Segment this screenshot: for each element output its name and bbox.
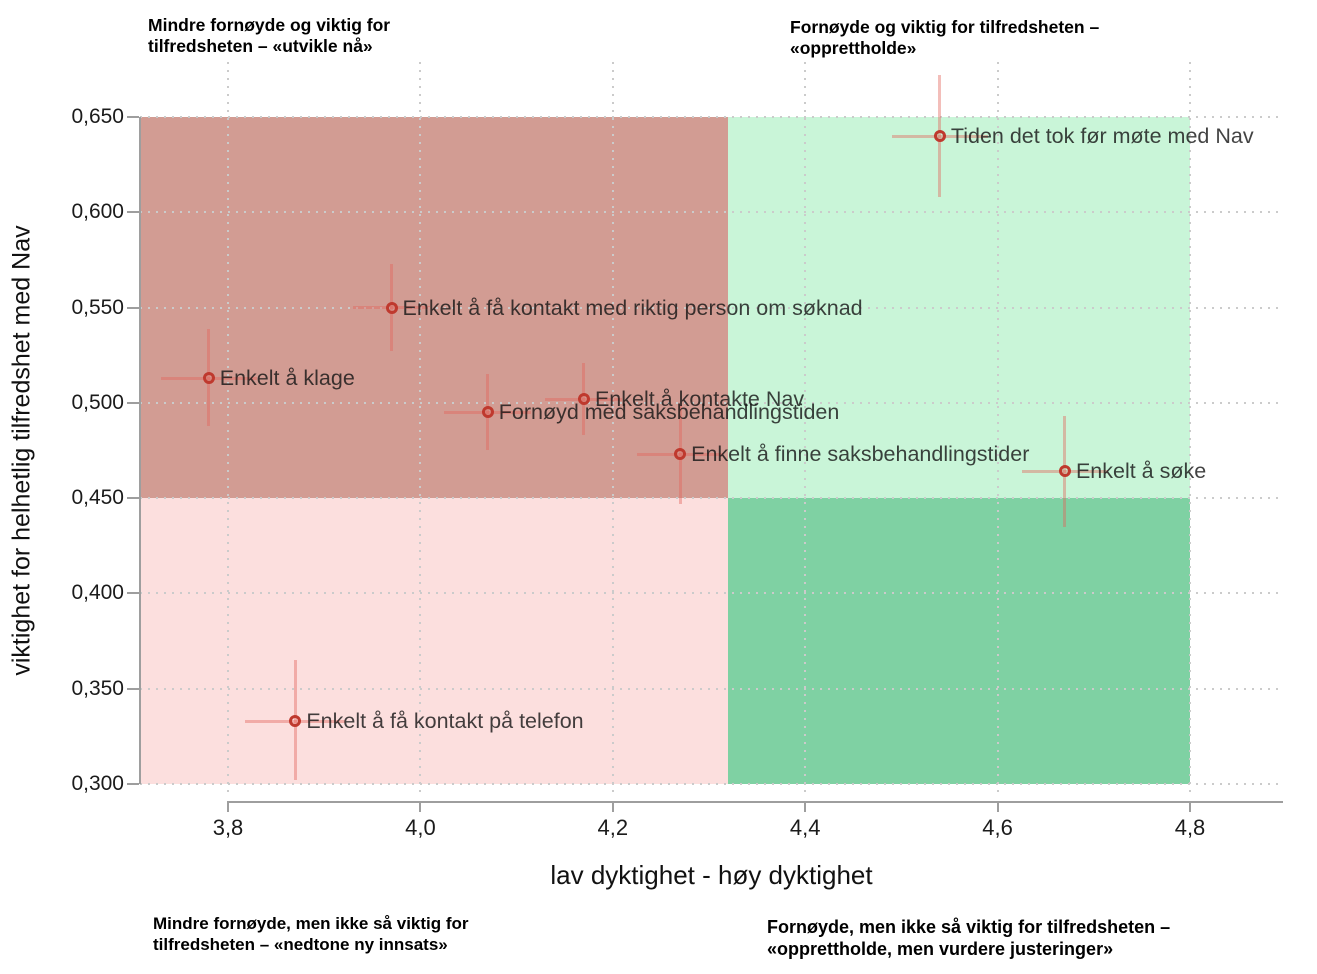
y-gridline xyxy=(140,116,1283,118)
y-tick xyxy=(127,306,139,309)
annotation-line: Mindre fornøyde, men ikke så viktig for xyxy=(153,914,469,933)
data-point-label: Enkelt å finne saksbehandlingstider xyxy=(691,442,1030,467)
x-tick-label: 4,8 xyxy=(1174,815,1206,840)
data-point-marker xyxy=(289,715,302,728)
annotation-line: tilfredsheten – «utvikle nå» xyxy=(148,36,373,57)
y-gridline xyxy=(140,497,1283,500)
data-point-marker xyxy=(577,393,590,406)
y-gridline xyxy=(140,211,1283,214)
data-point-marker xyxy=(1058,465,1071,478)
x-tick-label: 3,8 xyxy=(212,815,244,840)
x-gridline xyxy=(611,62,614,797)
data-point-marker xyxy=(933,130,946,143)
data-point-marker xyxy=(674,448,687,461)
x-tick-label: 4,2 xyxy=(597,815,629,840)
quadrant-bottom-right xyxy=(728,498,1190,784)
data-point-label: Enkelt å søke xyxy=(1075,459,1207,484)
x-gridline xyxy=(419,62,422,797)
quadrant-annotation-bottom-right: Fornøyde, men ikke så viktig for tilfred… xyxy=(767,917,1170,961)
y-tick xyxy=(127,592,139,595)
x-tick xyxy=(996,801,999,812)
y-gridline xyxy=(140,306,1283,309)
y-tick-label: 0,350 xyxy=(71,676,124,700)
y-tick xyxy=(127,211,139,214)
y-tick-label: 0,550 xyxy=(71,295,124,319)
x-tick-label: 4,6 xyxy=(982,815,1013,840)
y-tick-label: 0,450 xyxy=(71,486,124,510)
data-point-label: Tiden det tok før møte med Nav xyxy=(950,124,1254,149)
x-tick xyxy=(419,801,422,812)
y-tick-label: 0,400 xyxy=(71,581,124,605)
x-gridline xyxy=(227,62,229,797)
y-tick-label: 0,600 xyxy=(71,200,124,224)
data-point-marker xyxy=(481,406,494,419)
x-axis-title: lav dyktighet - høy dyktighet xyxy=(550,860,873,890)
y-tick xyxy=(127,687,139,690)
x-gridline xyxy=(996,62,999,797)
x-tick xyxy=(227,801,229,812)
x-tick xyxy=(611,801,614,812)
quadrant-annotation-top-left: Mindre fornøyde og viktig for tilfredshe… xyxy=(148,15,390,58)
x-tick xyxy=(804,801,807,812)
data-point-label: Fornøyd med saksbehandlingstiden xyxy=(498,400,840,425)
annotation-line: Mindre fornøyde og viktig for xyxy=(148,15,391,35)
annotation-line: Fornøyde, men ikke så viktig for tilfred… xyxy=(767,917,1171,937)
x-tick-label: 4,0 xyxy=(405,815,436,840)
y-tick xyxy=(127,116,139,118)
y-tick-label: 0,650 xyxy=(71,105,124,128)
annotation-line: «opprettholde» xyxy=(790,38,917,59)
data-point-marker xyxy=(385,301,398,314)
data-point-label: Enkelt å klage xyxy=(219,366,355,391)
y-tick-label: 0,500 xyxy=(71,390,124,414)
y-gridline xyxy=(140,401,1283,404)
data-point-marker xyxy=(202,372,215,385)
y-tick xyxy=(127,497,139,500)
annotation-line: Fornøyde og viktig for tilfredsheten – xyxy=(790,17,1100,37)
y-gridline xyxy=(140,782,1283,785)
x-tick xyxy=(1189,801,1191,812)
x-tick-label: 4,4 xyxy=(789,815,821,840)
data-point-label: Enkelt å få kontakt på telefon xyxy=(306,709,584,734)
quadrant-annotation-bottom-left: Mindre fornøyde, men ikke så viktig for … xyxy=(153,914,469,955)
annotation-line: «opprettholde, men vurdere justeringer» xyxy=(767,938,1114,959)
quadrant-annotation-top-right: Fornøyde og viktig for tilfredsheten – «… xyxy=(790,17,1099,60)
x-axis-line xyxy=(228,801,1283,803)
annotation-line: tilfredsheten – «nedtone ny innsats» xyxy=(153,934,448,954)
y-tick xyxy=(127,401,139,404)
quadrant-bottom-left xyxy=(141,498,729,784)
y-axis-title: viktighet for helhetlig tilfredshet med … xyxy=(7,225,36,676)
x-gridline xyxy=(804,62,807,797)
y-tick-label: 0,300 xyxy=(71,771,124,795)
y-axis-line xyxy=(139,117,141,784)
x-gridline xyxy=(1189,62,1191,797)
y-gridline xyxy=(140,687,1283,690)
data-point-label: Enkelt å få kontakt med riktig person om… xyxy=(402,295,863,320)
data-point-label: Enkelt å kontakte Nav xyxy=(594,387,805,412)
y-gridline xyxy=(140,592,1283,595)
y-tick xyxy=(127,782,139,785)
